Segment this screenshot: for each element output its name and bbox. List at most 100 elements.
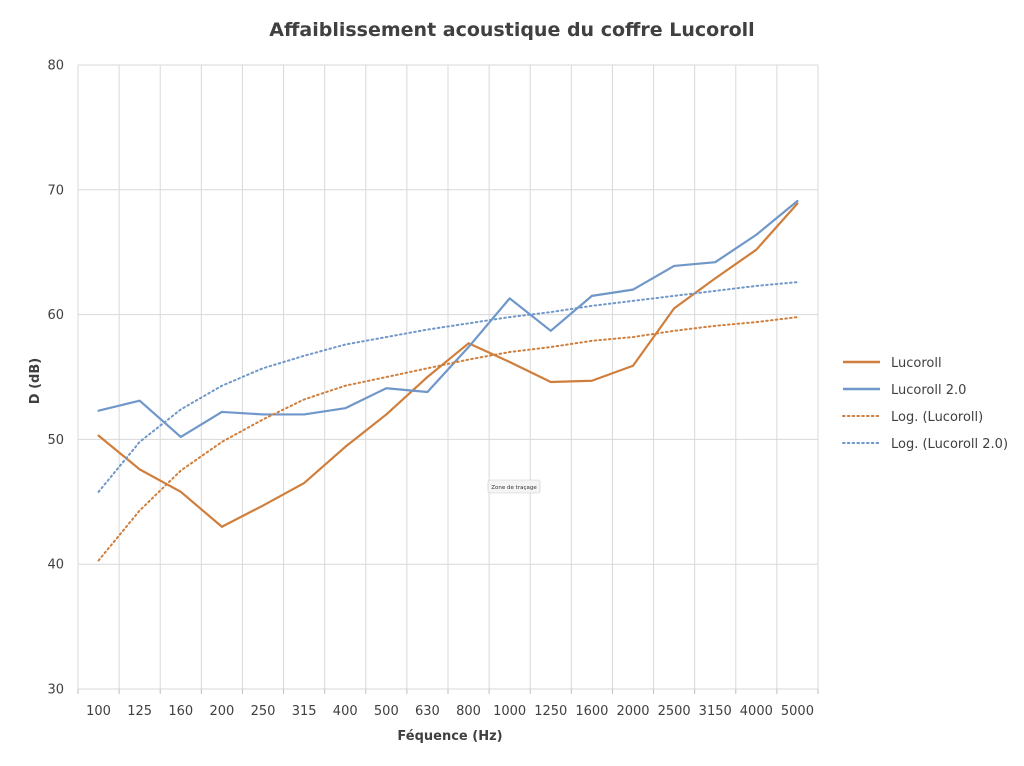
x-tick-label: 160 [168, 704, 193, 719]
data-point[interactable] [506, 358, 514, 366]
data-point[interactable] [670, 327, 678, 335]
data-point[interactable] [382, 384, 390, 392]
data-point[interactable] [423, 373, 431, 381]
data-point[interactable] [95, 407, 103, 415]
legend-item[interactable]: Log. (Lucoroll) [842, 410, 983, 425]
data-point[interactable] [300, 479, 308, 487]
data-point[interactable] [423, 364, 431, 372]
data-point[interactable] [588, 292, 596, 300]
data-point[interactable] [547, 343, 555, 351]
data-point[interactable] [341, 404, 349, 412]
data-point[interactable] [711, 274, 719, 282]
data-point[interactable] [423, 326, 431, 334]
data-point[interactable] [711, 322, 719, 330]
data-point[interactable] [752, 282, 760, 290]
data-point[interactable] [629, 333, 637, 341]
data-point[interactable] [95, 488, 103, 496]
data-point[interactable] [793, 313, 801, 321]
data-point[interactable] [752, 231, 760, 239]
data-point[interactable] [670, 304, 678, 312]
data-point[interactable] [341, 341, 349, 349]
data-point[interactable] [506, 313, 514, 321]
data-point[interactable] [547, 378, 555, 386]
data-point[interactable] [629, 297, 637, 305]
plot-area-tooltip: Zone de traçage [487, 479, 541, 494]
series-line[interactable] [97, 316, 799, 562]
data-point[interactable] [218, 408, 226, 416]
legend-item[interactable]: Lucoroll 2.0 [843, 383, 966, 398]
y-tick-label: 30 [47, 683, 64, 698]
series-lucoroll [95, 202, 799, 531]
data-point[interactable] [465, 343, 473, 351]
legend-item[interactable]: Log. (Lucoroll 2.0) [842, 437, 1008, 452]
data-point[interactable] [136, 465, 144, 473]
data-point[interactable] [218, 438, 226, 446]
data-point[interactable] [259, 415, 267, 423]
x-tick-label: 1600 [575, 704, 608, 719]
data-point[interactable] [711, 258, 719, 266]
data-point[interactable] [588, 377, 596, 385]
data-point[interactable] [382, 333, 390, 341]
y-tick-label: 50 [47, 433, 64, 448]
legend-label: Lucoroll 2.0 [891, 383, 966, 398]
data-point[interactable] [793, 278, 801, 286]
data-point[interactable] [136, 438, 144, 446]
data-point[interactable] [300, 352, 308, 360]
series-line[interactable] [97, 199, 799, 438]
data-point[interactable] [341, 382, 349, 390]
data-point[interactable] [629, 362, 637, 370]
x-tick-label: 400 [333, 704, 358, 719]
data-point[interactable] [588, 337, 596, 345]
data-point[interactable] [465, 356, 473, 364]
legend-label: Log. (Lucoroll) [891, 410, 983, 425]
data-point[interactable] [752, 318, 760, 326]
data-point[interactable] [547, 308, 555, 316]
data-point[interactable] [300, 410, 308, 418]
data-point[interactable] [506, 294, 514, 302]
data-point[interactable] [218, 523, 226, 531]
x-tick-label: 500 [374, 704, 399, 719]
x-tick-label: 5000 [781, 704, 814, 719]
data-point[interactable] [465, 319, 473, 327]
x-tick-label: 100 [86, 704, 111, 719]
data-point[interactable] [423, 388, 431, 396]
data-point[interactable] [629, 286, 637, 294]
data-point[interactable] [711, 287, 719, 295]
data-point[interactable] [136, 507, 144, 515]
data-point[interactable] [95, 556, 103, 564]
series-line[interactable] [97, 281, 799, 493]
data-point[interactable] [177, 467, 185, 475]
data-point[interactable] [95, 432, 103, 440]
data-point[interactable] [506, 348, 514, 356]
legend[interactable]: Lucoroll Lucoroll 2.0 Log. (Lucoroll) Log. … [842, 356, 1008, 452]
series-layer [95, 197, 801, 564]
data-point[interactable] [341, 443, 349, 451]
data-point[interactable] [382, 410, 390, 418]
data-point[interactable] [547, 327, 555, 335]
data-point[interactable] [259, 502, 267, 510]
vertical-gridlines [77, 65, 819, 689]
data-point[interactable] [218, 382, 226, 390]
y-tick-label: 60 [47, 308, 64, 323]
x-tick-label: 200 [209, 704, 234, 719]
data-point[interactable] [177, 433, 185, 441]
x-tick-label: 125 [127, 704, 152, 719]
x-tick-label: 250 [251, 704, 276, 719]
x-axis-ticks: 100 125 160 200 250 315 400 500 630 800 1000 1250 16… [77, 689, 819, 719]
data-point[interactable] [177, 488, 185, 496]
data-point[interactable] [670, 292, 678, 300]
data-point[interactable] [259, 364, 267, 372]
series-line[interactable] [97, 202, 799, 528]
data-point[interactable] [177, 405, 185, 413]
data-point[interactable] [382, 373, 390, 381]
data-point[interactable] [136, 397, 144, 405]
data-point[interactable] [752, 246, 760, 254]
x-tick-label: 800 [456, 704, 481, 719]
data-point[interactable] [300, 395, 308, 403]
legend-label: Log. (Lucoroll 2.0) [891, 437, 1008, 452]
data-point[interactable] [670, 262, 678, 270]
legend-item[interactable]: Lucoroll [843, 356, 942, 371]
data-point[interactable] [588, 302, 596, 310]
data-point[interactable] [793, 197, 801, 205]
